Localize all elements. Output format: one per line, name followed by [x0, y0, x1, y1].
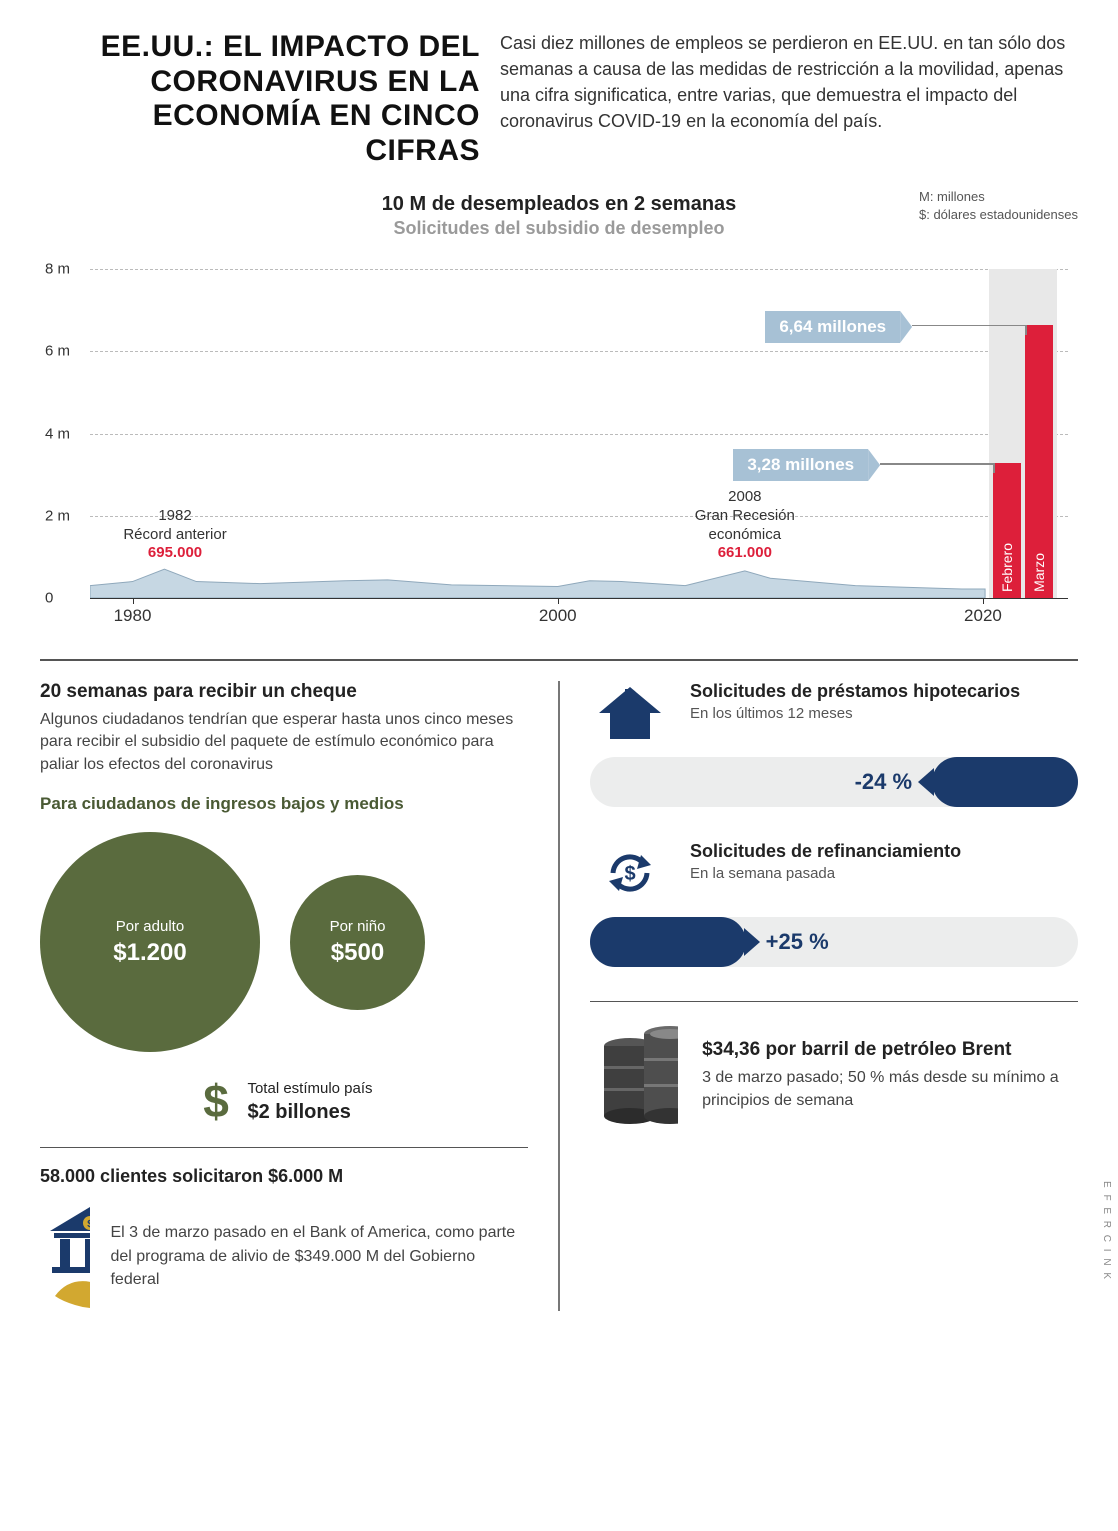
intro-text: Casi diez millones de empleos se perdier… — [500, 30, 1078, 168]
vertical-divider — [558, 681, 560, 1311]
infographic-root: EE.UU.: EL IMPACTO DEL CORONAVIRUS EN LA… — [0, 0, 1118, 1331]
title-line-3: ECONOMÍA EN CINCO CIFRAS — [40, 99, 480, 168]
total-label: Total estímulo país — [247, 1079, 372, 1099]
refinance-pill: +25 % — [590, 917, 1078, 967]
x-tick-label: 2000 — [539, 606, 577, 626]
mortgage-title: Solicitudes de préstamos hipotecarios — [690, 681, 1020, 703]
divider-top — [40, 659, 1078, 661]
title-line-2: CORONAVIRUS EN LA — [40, 65, 480, 100]
oil-title: $34,36 por barril de petróleo Brent — [702, 1038, 1078, 1062]
legend-d: $: dólares estadounidenses — [919, 206, 1078, 224]
y-tick-label: 2 m — [45, 507, 70, 524]
stimulus-circle: Por niño$500 — [290, 875, 425, 1010]
bar-callout: 6,64 millones — [765, 311, 900, 343]
refinance-metric: $ Solicitudes de refinanciamiento En la … — [590, 841, 1078, 903]
bar-callout: 3,28 millones — [733, 449, 868, 481]
main-title: EE.UU.: EL IMPACTO DEL CORONAVIRUS EN LA… — [40, 30, 480, 168]
stimulus-circles: Por adulto$1.200Por niño$500 — [40, 832, 528, 1052]
mortgage-pill: -24 % — [590, 757, 1078, 807]
divider-right — [590, 1001, 1078, 1002]
oil-desc: 3 de marzo pasado; 50 % más desde su mín… — [702, 1067, 1078, 1112]
mortgage-value: -24 % — [855, 769, 912, 795]
barrel-icon — [590, 1020, 678, 1130]
divider-left — [40, 1147, 528, 1148]
bar-month-label: Febrero — [999, 543, 1015, 592]
chart-annotation: 1982Récord anterior695.000 — [95, 507, 255, 563]
left-column: 20 semanas para recibir un cheque Alguno… — [40, 681, 528, 1311]
svg-text:$: $ — [87, 1219, 90, 1230]
svg-text:$: $ — [624, 863, 635, 885]
total-amount: $2 billones — [247, 1099, 372, 1125]
bank-desc: El 3 de marzo pasado en el Bank of Ameri… — [110, 1221, 528, 1291]
x-tick-label: 1980 — [114, 606, 152, 626]
lower-grid: 20 semanas para recibir un cheque Alguno… — [40, 681, 1078, 1311]
y-tick-label: 8 m — [45, 261, 70, 278]
right-column: Solicitudes de préstamos hipotecarios En… — [590, 681, 1078, 1311]
refinance-icon: $ — [590, 841, 670, 903]
house-icon — [590, 681, 670, 743]
bank-title: 58.000 clientes solicitaron $6.000 M — [40, 1166, 528, 1187]
citizens-subhead: Para ciudadanos de ingresos bajos y medi… — [40, 794, 528, 814]
mortgage-metric: Solicitudes de préstamos hipotecarios En… — [590, 681, 1078, 743]
check-desc: Algunos ciudadanos tendrían que esperar … — [40, 709, 528, 776]
oil-section: $34,36 por barril de petróleo Brent 3 de… — [590, 1020, 1078, 1130]
refinance-value: +25 % — [766, 929, 829, 955]
unemployment-chart: M: millones $: dólares estadounidenses 1… — [40, 193, 1078, 639]
refinance-title: Solicitudes de refinanciamiento — [690, 841, 961, 863]
y-tick-label: 4 m — [45, 425, 70, 442]
brand-watermark: E F E R C I N K — [1101, 1181, 1112, 1281]
y-tick-label: 0 — [45, 590, 53, 607]
title-line-1: EE.UU.: EL IMPACTO DEL — [40, 30, 480, 65]
refinance-sub: En la semana pasada — [690, 865, 961, 882]
chart-annotation: 2008Gran Recesión económica661.000 — [665, 488, 825, 563]
total-stimulus: $ Total estímulo país $2 billones — [40, 1077, 528, 1127]
chart-canvas: 02 m4 m6 m8 m198020002020Febrero3,28 mil… — [90, 249, 1068, 639]
header: EE.UU.: EL IMPACTO DEL CORONAVIRUS EN LA… — [40, 30, 1078, 168]
svg-text:$: $ — [204, 1077, 230, 1127]
x-tick-label: 2020 — [964, 606, 1002, 626]
bank-icon: $ — [40, 1201, 90, 1311]
dollar-icon: $ — [195, 1077, 237, 1127]
mortgage-sub: En los últimos 12 meses — [690, 705, 1020, 722]
stimulus-circle: Por adulto$1.200 — [40, 832, 260, 1052]
y-tick-label: 6 m — [45, 343, 70, 360]
check-title: 20 semanas para recibir un cheque — [40, 681, 528, 703]
bar-month-label: Marzo — [1031, 553, 1047, 592]
legend-m: M: millones — [919, 188, 1078, 206]
chart-legend: M: millones $: dólares estadounidenses — [919, 188, 1078, 224]
bank-section: 58.000 clientes solicitaron $6.000 M $ E… — [40, 1166, 528, 1311]
